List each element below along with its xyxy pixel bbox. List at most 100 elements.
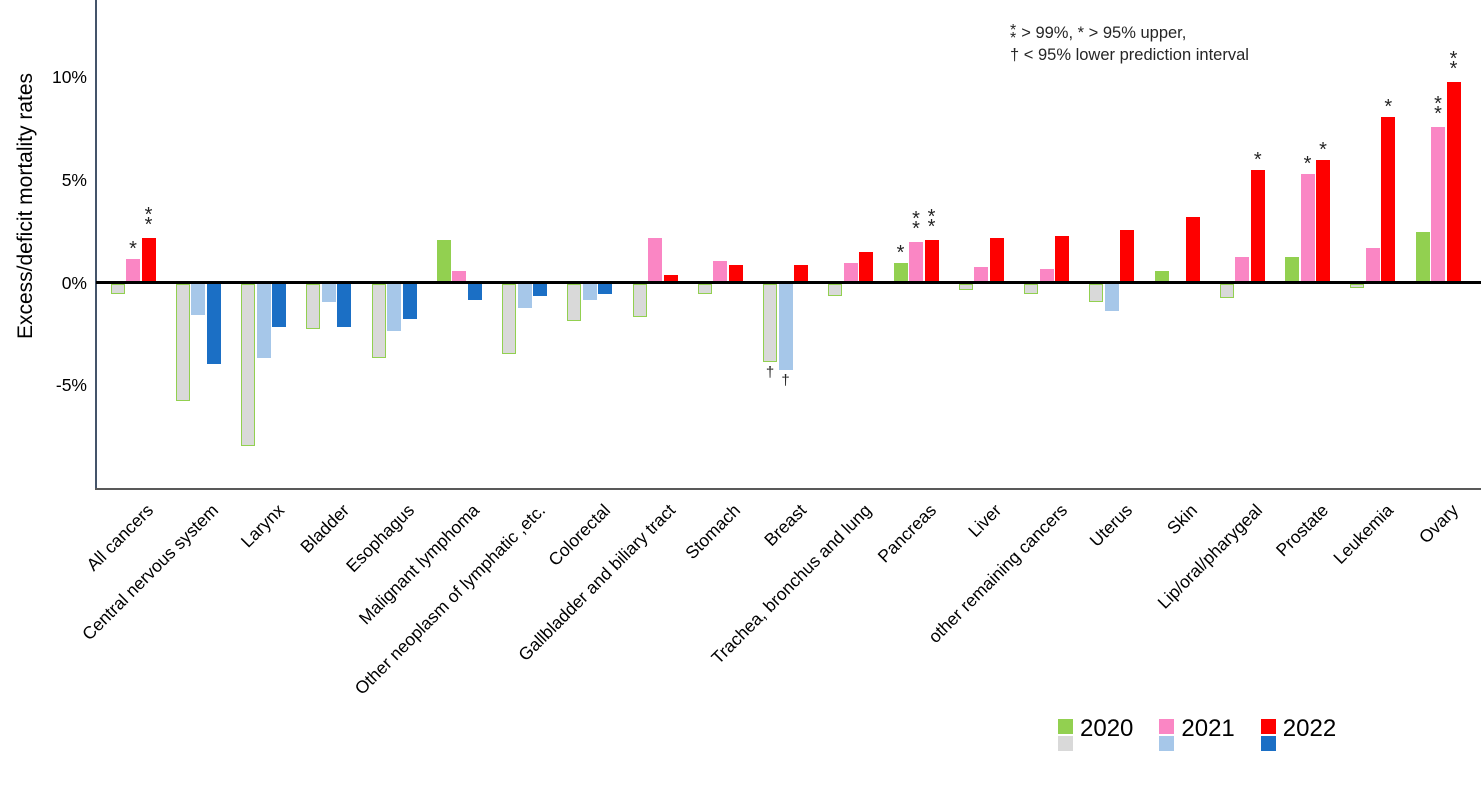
asterisk-glyph: * (1010, 22, 1017, 39)
legend-swatches-2022 (1260, 719, 1276, 753)
bar-2021-lip-oral-pharygeal (1235, 256, 1250, 282)
asterisk-glyph: * (927, 216, 936, 239)
bar-2022-pancreas (924, 240, 939, 282)
bar-2020-liver (958, 283, 973, 290)
bar-2021-larynx (256, 283, 271, 358)
bar-2021-bladder (321, 283, 336, 303)
bar-2020-bladder (306, 283, 321, 329)
y-axis-line (95, 0, 98, 489)
bar-2022-lip-oral-pharygeal (1250, 170, 1265, 282)
asterisk-glyph: * (144, 204, 153, 227)
plot-bottom-line (95, 488, 1481, 490)
legend: 2020 2021 2022 (1058, 715, 1362, 753)
x-zero-line (96, 281, 1481, 284)
legend-swatch-2021-bottom (1159, 736, 1175, 751)
bar-2020-leukemia (1350, 283, 1365, 288)
bar-2020-pancreas (893, 262, 908, 282)
marker-double-asterisk-2021-pancreas: * * (901, 208, 931, 241)
marker-double-asterisk-2021-ovary: * * (1423, 93, 1453, 126)
bar-2022-breast (794, 264, 808, 282)
marker-asterisk-2020-pancreas: * (896, 241, 905, 264)
marker-asterisk-2021-all-cancers: * (129, 237, 137, 260)
bar-2022-other-neoplasm-of-lymphatic-etc (533, 283, 547, 297)
significance-note: * * > 99%, * > 95% upper, † < 95% lower p… (1010, 22, 1249, 65)
marker-asterisk-2022-prostate: * (1319, 138, 1327, 161)
bar-2021-prostate (1300, 174, 1315, 282)
bar-2020-malignant-lymphoma (436, 240, 451, 282)
bar-2022-skin (1185, 217, 1200, 282)
legend-item-2022: 2022 (1260, 715, 1337, 753)
bar-2020-prostate (1285, 256, 1299, 282)
legend-swatch-2021-top (1159, 719, 1175, 734)
bar-2021-gallbladder-and-biliary-tract (648, 238, 662, 282)
y-tick-label-0pct: 0% (61, 272, 87, 293)
bar-2020-ovary (1415, 231, 1430, 282)
y-tick-label-5pct: 5% (61, 169, 87, 190)
legend-label-2022: 2022 (1282, 715, 1337, 742)
marker-dagger-2021-breast: † (781, 372, 790, 390)
marker-double-asterisk-2022-ovary: * * (1439, 49, 1469, 80)
y-tick-label-10pct: 10% (51, 67, 87, 87)
legend-swatch-2022-bottom (1260, 736, 1276, 751)
bar-2021-stomach (713, 260, 728, 282)
bar-2022-ovary (1446, 81, 1461, 282)
bar-2022-gallbladder-and-biliary-tract (663, 275, 678, 282)
bar-2021-breast (778, 283, 793, 371)
bar-2021-other-remaining-cancers (1039, 268, 1054, 282)
bar-2021-central-nervous-system (191, 283, 206, 315)
bar-2022-uterus (1120, 229, 1135, 282)
legend-swatch-2020-top (1058, 719, 1073, 734)
bar-2020-central-nervous-system (175, 283, 190, 401)
bar-2022-esophagus (402, 283, 417, 319)
asterisk-glyph: * (144, 214, 153, 237)
bar-2022-leukemia (1381, 116, 1396, 282)
bar-2020-uterus (1089, 283, 1104, 303)
bar-2022-larynx (272, 283, 286, 327)
bar-2020-gallbladder-and-biliary-tract (632, 283, 647, 317)
bar-2020-larynx (241, 283, 255, 447)
legend-label-2021: 2021 (1181, 715, 1235, 742)
asterisk-glyph: * (1449, 57, 1458, 80)
significance-note-line1: * * > 99%, * > 95% upper, (1010, 22, 1249, 47)
bar-2022-stomach (728, 264, 743, 282)
bar-2021-leukemia (1365, 248, 1380, 282)
marker-dagger-2020-breast: † (765, 363, 775, 381)
bar-2020-skin (1154, 270, 1169, 282)
y-tick-label-neg5pct: -5% (55, 375, 87, 396)
bar-2022-central-nervous-system (206, 283, 221, 364)
marker-asterisk-2021-prostate: * (1303, 153, 1312, 176)
bar-2021-ovary (1431, 127, 1445, 282)
bar-2022-malignant-lymphoma (467, 283, 482, 301)
bar-2020-other-remaining-cancers (1024, 283, 1038, 295)
bar-2020-esophagus (371, 283, 386, 358)
bar-2022-liver (989, 238, 1004, 282)
bar-2021-other-neoplasm-of-lymphatic-etc (517, 283, 532, 309)
bar-2021-uterus (1104, 283, 1119, 311)
bar-2022-all-cancers (141, 238, 156, 282)
bar-2022-trachea-bronchus-and-lung (859, 252, 874, 282)
asterisk-glyph: * (912, 218, 920, 241)
legend-swatch-2020-bottom (1058, 736, 1073, 751)
bar-2020-other-neoplasm-of-lymphatic-etc (502, 283, 516, 354)
legend-item-2020: 2020 (1058, 715, 1134, 753)
legend-swatches-2021 (1159, 719, 1175, 753)
marker-asterisk-2022-leukemia: * (1384, 95, 1393, 118)
bar-2022-colorectal (598, 283, 613, 295)
marker-asterisk-2022-lip-oral-pharygeal: * (1253, 149, 1262, 172)
bar-2022-bladder (337, 283, 352, 327)
asterisk-glyph: * (1434, 93, 1442, 116)
legend-label-2020: 2020 (1080, 715, 1134, 742)
bar-2021-pancreas (909, 242, 923, 282)
bar-2020-all-cancers (110, 283, 125, 295)
legend-item-2021: 2021 (1159, 715, 1235, 753)
marker-double-asterisk-2022-all-cancers: * * (134, 204, 164, 237)
asterisk-glyph: * (1434, 103, 1442, 126)
asterisk-glyph: * (912, 208, 920, 231)
bar-2020-stomach (697, 283, 712, 295)
bar-2021-all-cancers (126, 258, 140, 282)
legend-swatches-2020 (1058, 719, 1073, 753)
bar-2021-trachea-bronchus-and-lung (843, 262, 858, 282)
bar-2020-lip-oral-pharygeal (1219, 283, 1234, 299)
